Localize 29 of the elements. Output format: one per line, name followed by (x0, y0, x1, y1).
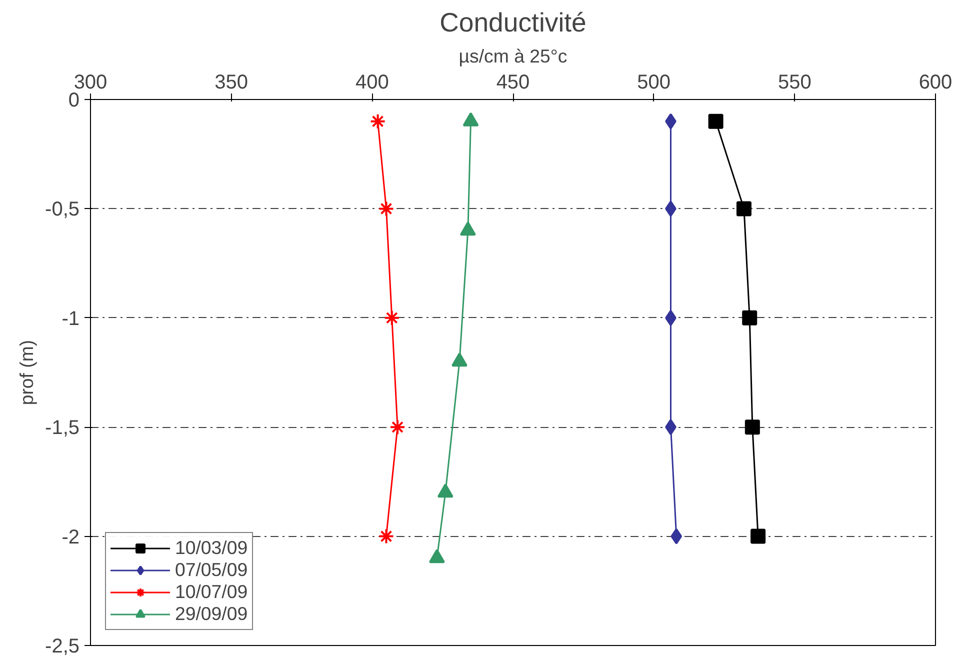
y-tick-label: -1 (62, 308, 80, 330)
point (378, 528, 394, 544)
x-tick-label: 500 (637, 72, 671, 94)
point (750, 528, 766, 544)
y-tick-label: -1,5 (45, 417, 80, 440)
legend-label: 10/03/09 (175, 537, 248, 559)
x-tick-label: 400 (355, 72, 389, 94)
x-axis-title: µs/cm à 25°c (458, 46, 568, 66)
point (370, 113, 386, 130)
point (384, 310, 400, 326)
point (390, 419, 406, 436)
y-tick-label: -2 (62, 526, 80, 548)
legend-label: 10/07/09 (175, 581, 248, 603)
point (708, 114, 724, 129)
x-tick-label: 550 (778, 72, 812, 94)
y-axis-title: prof (m) (16, 340, 38, 406)
point (378, 200, 394, 217)
x-tick-label: 600 (918, 72, 952, 94)
legend-label: 07/05/09 (175, 559, 248, 581)
point (744, 420, 760, 435)
y-tick-label: -2,5 (45, 636, 80, 658)
x-tick-label: 450 (496, 72, 530, 94)
point (736, 201, 752, 216)
point (742, 310, 758, 326)
y-tick-label: -0,5 (45, 198, 80, 221)
legend-label: 29/09/09 (175, 603, 248, 625)
x-tick-label: 350 (214, 72, 248, 94)
chart-title: Conductivité (440, 8, 586, 38)
point (670, 528, 682, 544)
